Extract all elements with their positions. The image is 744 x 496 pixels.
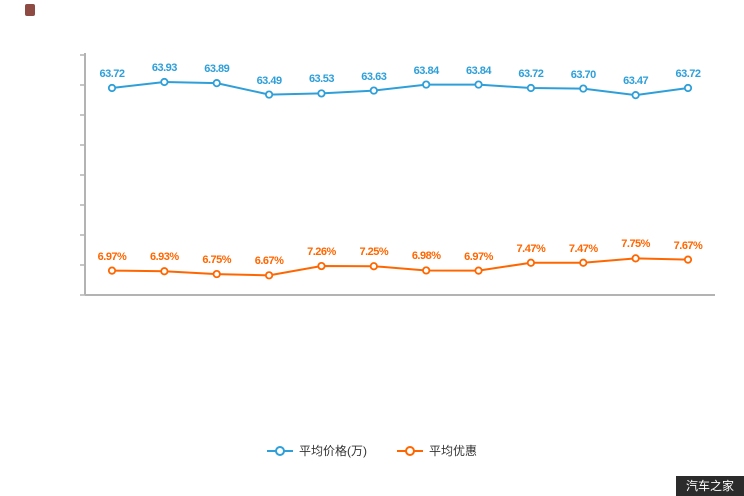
data-point	[683, 255, 693, 264]
data-point	[264, 90, 274, 99]
data-point	[264, 271, 274, 280]
data-point	[579, 258, 588, 267]
series-line	[111, 80, 689, 97]
data-point	[631, 254, 640, 263]
data-point	[107, 83, 117, 93]
legend-label-average-price: 平均价格(万)	[298, 444, 367, 458]
data-point	[526, 258, 536, 267]
watermark-autohome: 汽车之家	[675, 476, 744, 496]
data-point	[317, 261, 326, 271]
data-point	[422, 80, 431, 89]
data-point	[317, 89, 326, 98]
legend-marker-discount-icon	[396, 445, 423, 456]
data-point	[422, 266, 431, 275]
data-point	[683, 83, 693, 93]
legend-item-average-price[interactable]: 平均价格(万)	[266, 442, 367, 459]
chart-legend: 平均价格(万) 平均优惠	[0, 442, 744, 459]
data-point	[160, 267, 169, 276]
legend-label-average-discount: 平均优惠	[428, 444, 477, 458]
data-point	[160, 77, 169, 87]
legend-marker-price-icon	[266, 445, 293, 456]
data-point	[474, 80, 483, 89]
legend-item-average-discount[interactable]: 平均优惠	[396, 442, 477, 459]
data-point	[526, 83, 536, 93]
data-point	[212, 269, 221, 279]
data-point	[474, 266, 483, 275]
data-point	[107, 266, 117, 275]
data-point	[369, 86, 378, 95]
data-point	[579, 84, 588, 93]
corner-mark	[25, 4, 35, 16]
data-point	[212, 79, 221, 88]
data-point	[369, 262, 378, 271]
series-line	[111, 257, 689, 277]
data-point	[631, 91, 640, 100]
